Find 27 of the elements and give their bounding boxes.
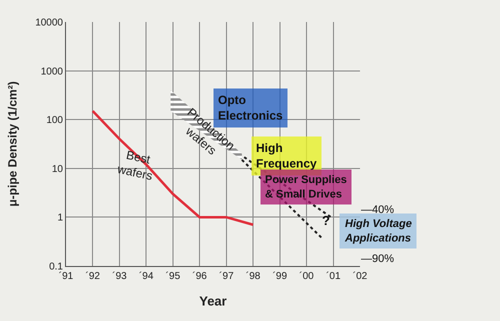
annotation: High Voltage Applications	[344, 218, 412, 244]
annotation: High Frequency	[256, 141, 318, 171]
x-tick-label: ´92	[85, 271, 100, 282]
y-tick-label: 10000	[35, 18, 64, 28]
text: Best wafers	[115, 148, 154, 184]
text: —40%	[361, 204, 394, 216]
x-tick-label: ´95	[166, 271, 181, 282]
y-tick-label: 100	[46, 115, 64, 126]
text: —90%	[361, 253, 394, 265]
annotation: Power Supplies & Small Drives	[265, 174, 347, 200]
x-tick-label: ´99	[272, 271, 288, 282]
x-tick-label: ´96	[192, 271, 208, 282]
x-tick-label: ´02	[352, 271, 368, 282]
x-tick-label: ´98	[246, 271, 261, 282]
x-axis-title: Year	[199, 294, 227, 309]
y-tick-label: 0.1	[49, 262, 64, 272]
x-tick-label: ´01	[326, 271, 341, 282]
y-tick-label: 1000	[40, 66, 64, 78]
y-tick-label: 1	[57, 212, 64, 224]
x-tick-label: ´91	[58, 271, 74, 282]
x-tick-label: ´93	[112, 271, 128, 282]
x-tick-label: ´00	[299, 271, 314, 282]
y-axis-title: μ-pipe Density (1/cm²)	[5, 81, 20, 207]
y-tick-label: 10	[52, 164, 64, 175]
x-tick-label: ´97	[219, 271, 234, 282]
annotation: ?	[322, 213, 330, 228]
x-tick-label: ´94	[138, 271, 154, 282]
